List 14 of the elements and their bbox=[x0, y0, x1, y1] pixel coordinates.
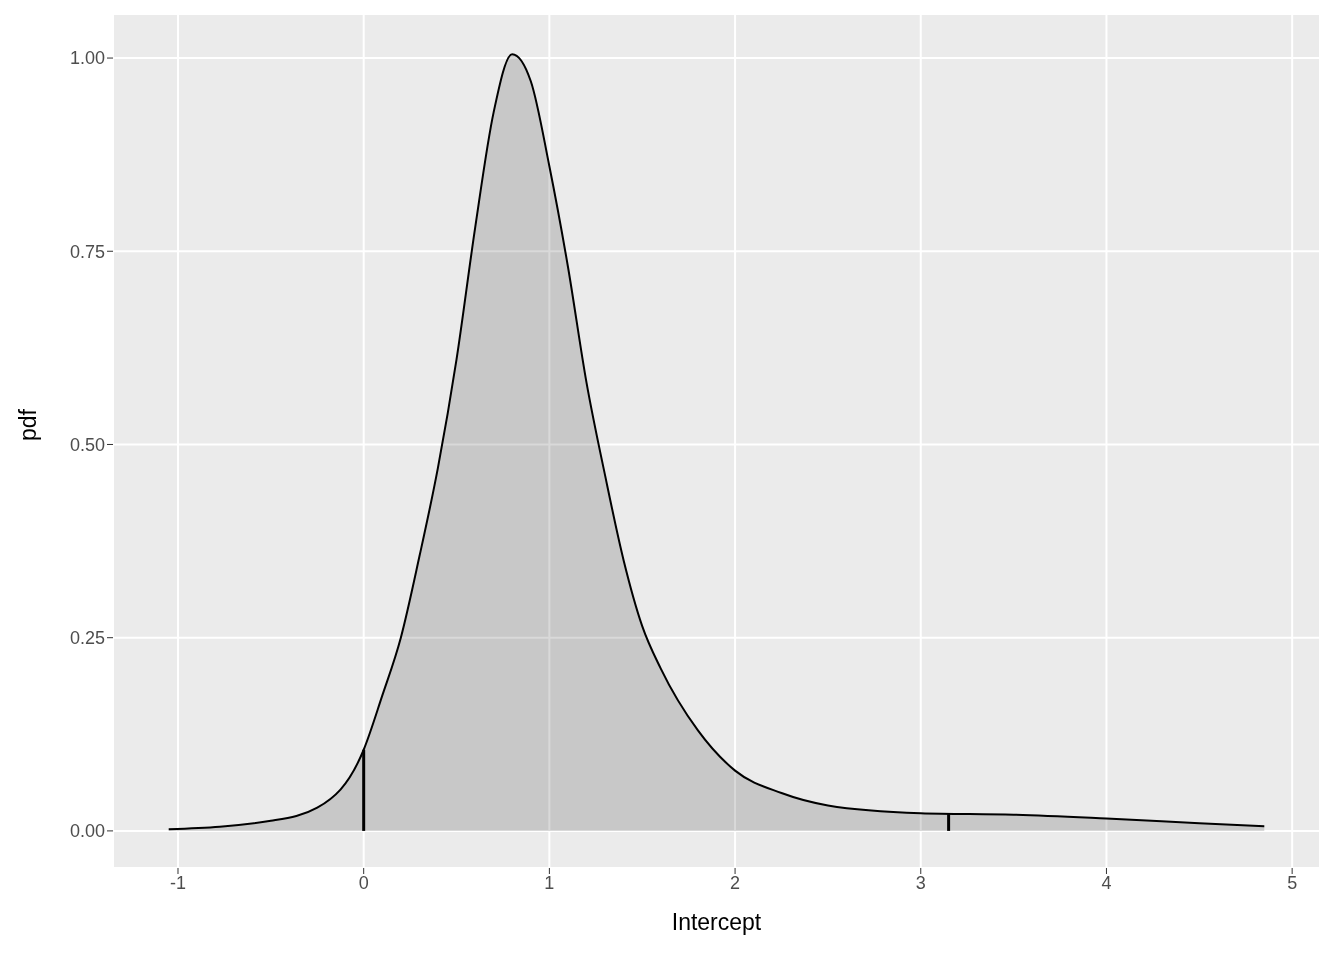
y-tick-label: 1.00 bbox=[69, 48, 105, 69]
x-axis-title: Intercept bbox=[671, 909, 762, 935]
x-tick-label: 5 bbox=[1287, 872, 1298, 893]
x-tick-label: 0 bbox=[358, 872, 369, 893]
y-tick-label: 0.00 bbox=[69, 821, 105, 842]
x-tick-label: -1 bbox=[169, 872, 186, 893]
x-tick-label: 4 bbox=[1101, 872, 1112, 893]
y-tick-label: 0.75 bbox=[69, 241, 105, 262]
y-axis-title: pdf bbox=[15, 408, 42, 441]
x-tick-label: 2 bbox=[730, 872, 741, 893]
y-tick-label: 0.25 bbox=[69, 628, 105, 649]
x-tick-label: 1 bbox=[544, 872, 555, 893]
x-tick-label: 3 bbox=[915, 872, 926, 893]
y-tick-label: 0.50 bbox=[69, 434, 105, 455]
